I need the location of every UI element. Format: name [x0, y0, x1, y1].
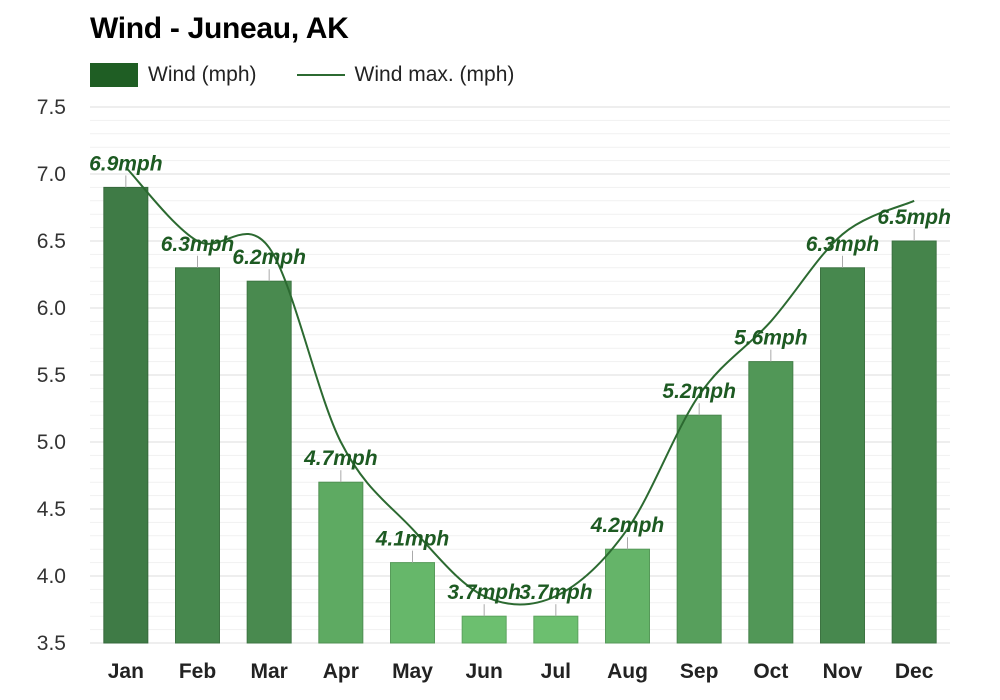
data-label: 3.7mph	[519, 581, 593, 604]
y-tick-label: 5.5	[37, 364, 66, 387]
legend-item-wind[interactable]: Wind (mph)	[90, 63, 257, 87]
x-tick-label: Mar	[250, 660, 287, 683]
x-tick-label: Dec	[895, 660, 934, 683]
data-label: 4.7mph	[303, 447, 378, 470]
bar-mar	[246, 280, 292, 644]
y-tick-label: 6.0	[37, 297, 66, 320]
data-label: 3.7mph	[447, 581, 521, 604]
x-tick-label: Jun	[465, 660, 502, 683]
legend-item-wind-max[interactable]: Wind max. (mph)	[296, 63, 515, 87]
data-label: 4.1mph	[375, 528, 450, 551]
x-tick-label: Apr	[323, 660, 359, 683]
y-tick-label: 6.5	[37, 230, 66, 253]
x-tick-label: May	[392, 660, 433, 683]
legend: Wind (mph) Wind max. (mph)	[90, 58, 554, 92]
x-tick-label: Jan	[108, 660, 144, 683]
y-tick-label: 7.0	[37, 163, 66, 186]
x-tick-label: Aug	[607, 660, 648, 683]
bar-aug	[605, 548, 650, 644]
x-tick-label: Oct	[753, 660, 788, 683]
legend-label-wind-max: Wind max. (mph)	[354, 63, 515, 86]
y-tick-label: 5.0	[37, 431, 66, 454]
data-label: 6.5mph	[877, 206, 951, 229]
x-tick-label: Sep	[680, 660, 719, 683]
data-label: 5.6mph	[734, 327, 808, 350]
line-layer	[125, 166, 915, 606]
x-tick-label: Feb	[179, 660, 216, 683]
wind-max-line	[125, 166, 915, 606]
bar-feb	[175, 267, 220, 644]
bar-may	[390, 562, 435, 644]
bar-jul	[533, 615, 579, 644]
bar-jan	[103, 186, 149, 644]
bar-jun	[461, 615, 507, 644]
y-tick-label: 4.5	[37, 498, 66, 521]
y-tick-label: 4.0	[37, 565, 66, 588]
x-tick-label: Nov	[823, 660, 863, 683]
legend-swatch-bar	[90, 63, 138, 87]
x-tick-label: Jul	[541, 660, 571, 683]
data-label: 6.2mph	[232, 246, 306, 269]
data-label: 5.2mph	[662, 380, 736, 403]
bar-apr	[318, 481, 364, 644]
y-tick-label: 7.5	[37, 96, 66, 119]
bar-oct	[748, 361, 794, 644]
data-label: 6.3mph	[806, 233, 880, 256]
legend-swatch-line	[296, 74, 345, 76]
y-tick-label: 3.5	[37, 632, 66, 655]
chart-title: Wind - Juneau, AK	[90, 12, 349, 45]
legend-label-wind: Wind (mph)	[148, 63, 257, 86]
data-label: 6.3mph	[161, 233, 235, 256]
data-label: 4.2mph	[590, 514, 665, 537]
bar-sep	[676, 414, 722, 644]
axis-layer: 7.5 7.0 6.5 6.0 5.5 5.0 4.5 4.0 3.5 Jan Feb Mar Apr M…	[37, 96, 934, 683]
bar-dec	[891, 240, 937, 644]
data-label: 6.9mph	[89, 152, 163, 175]
label-layer: 6.9mph6.3mph6.2mph4.7mph4.1mph3.7mph3.7m…	[89, 152, 951, 604]
bar-layer	[103, 175, 937, 644]
grid-layer	[90, 106, 950, 644]
bar-nov	[820, 267, 865, 644]
